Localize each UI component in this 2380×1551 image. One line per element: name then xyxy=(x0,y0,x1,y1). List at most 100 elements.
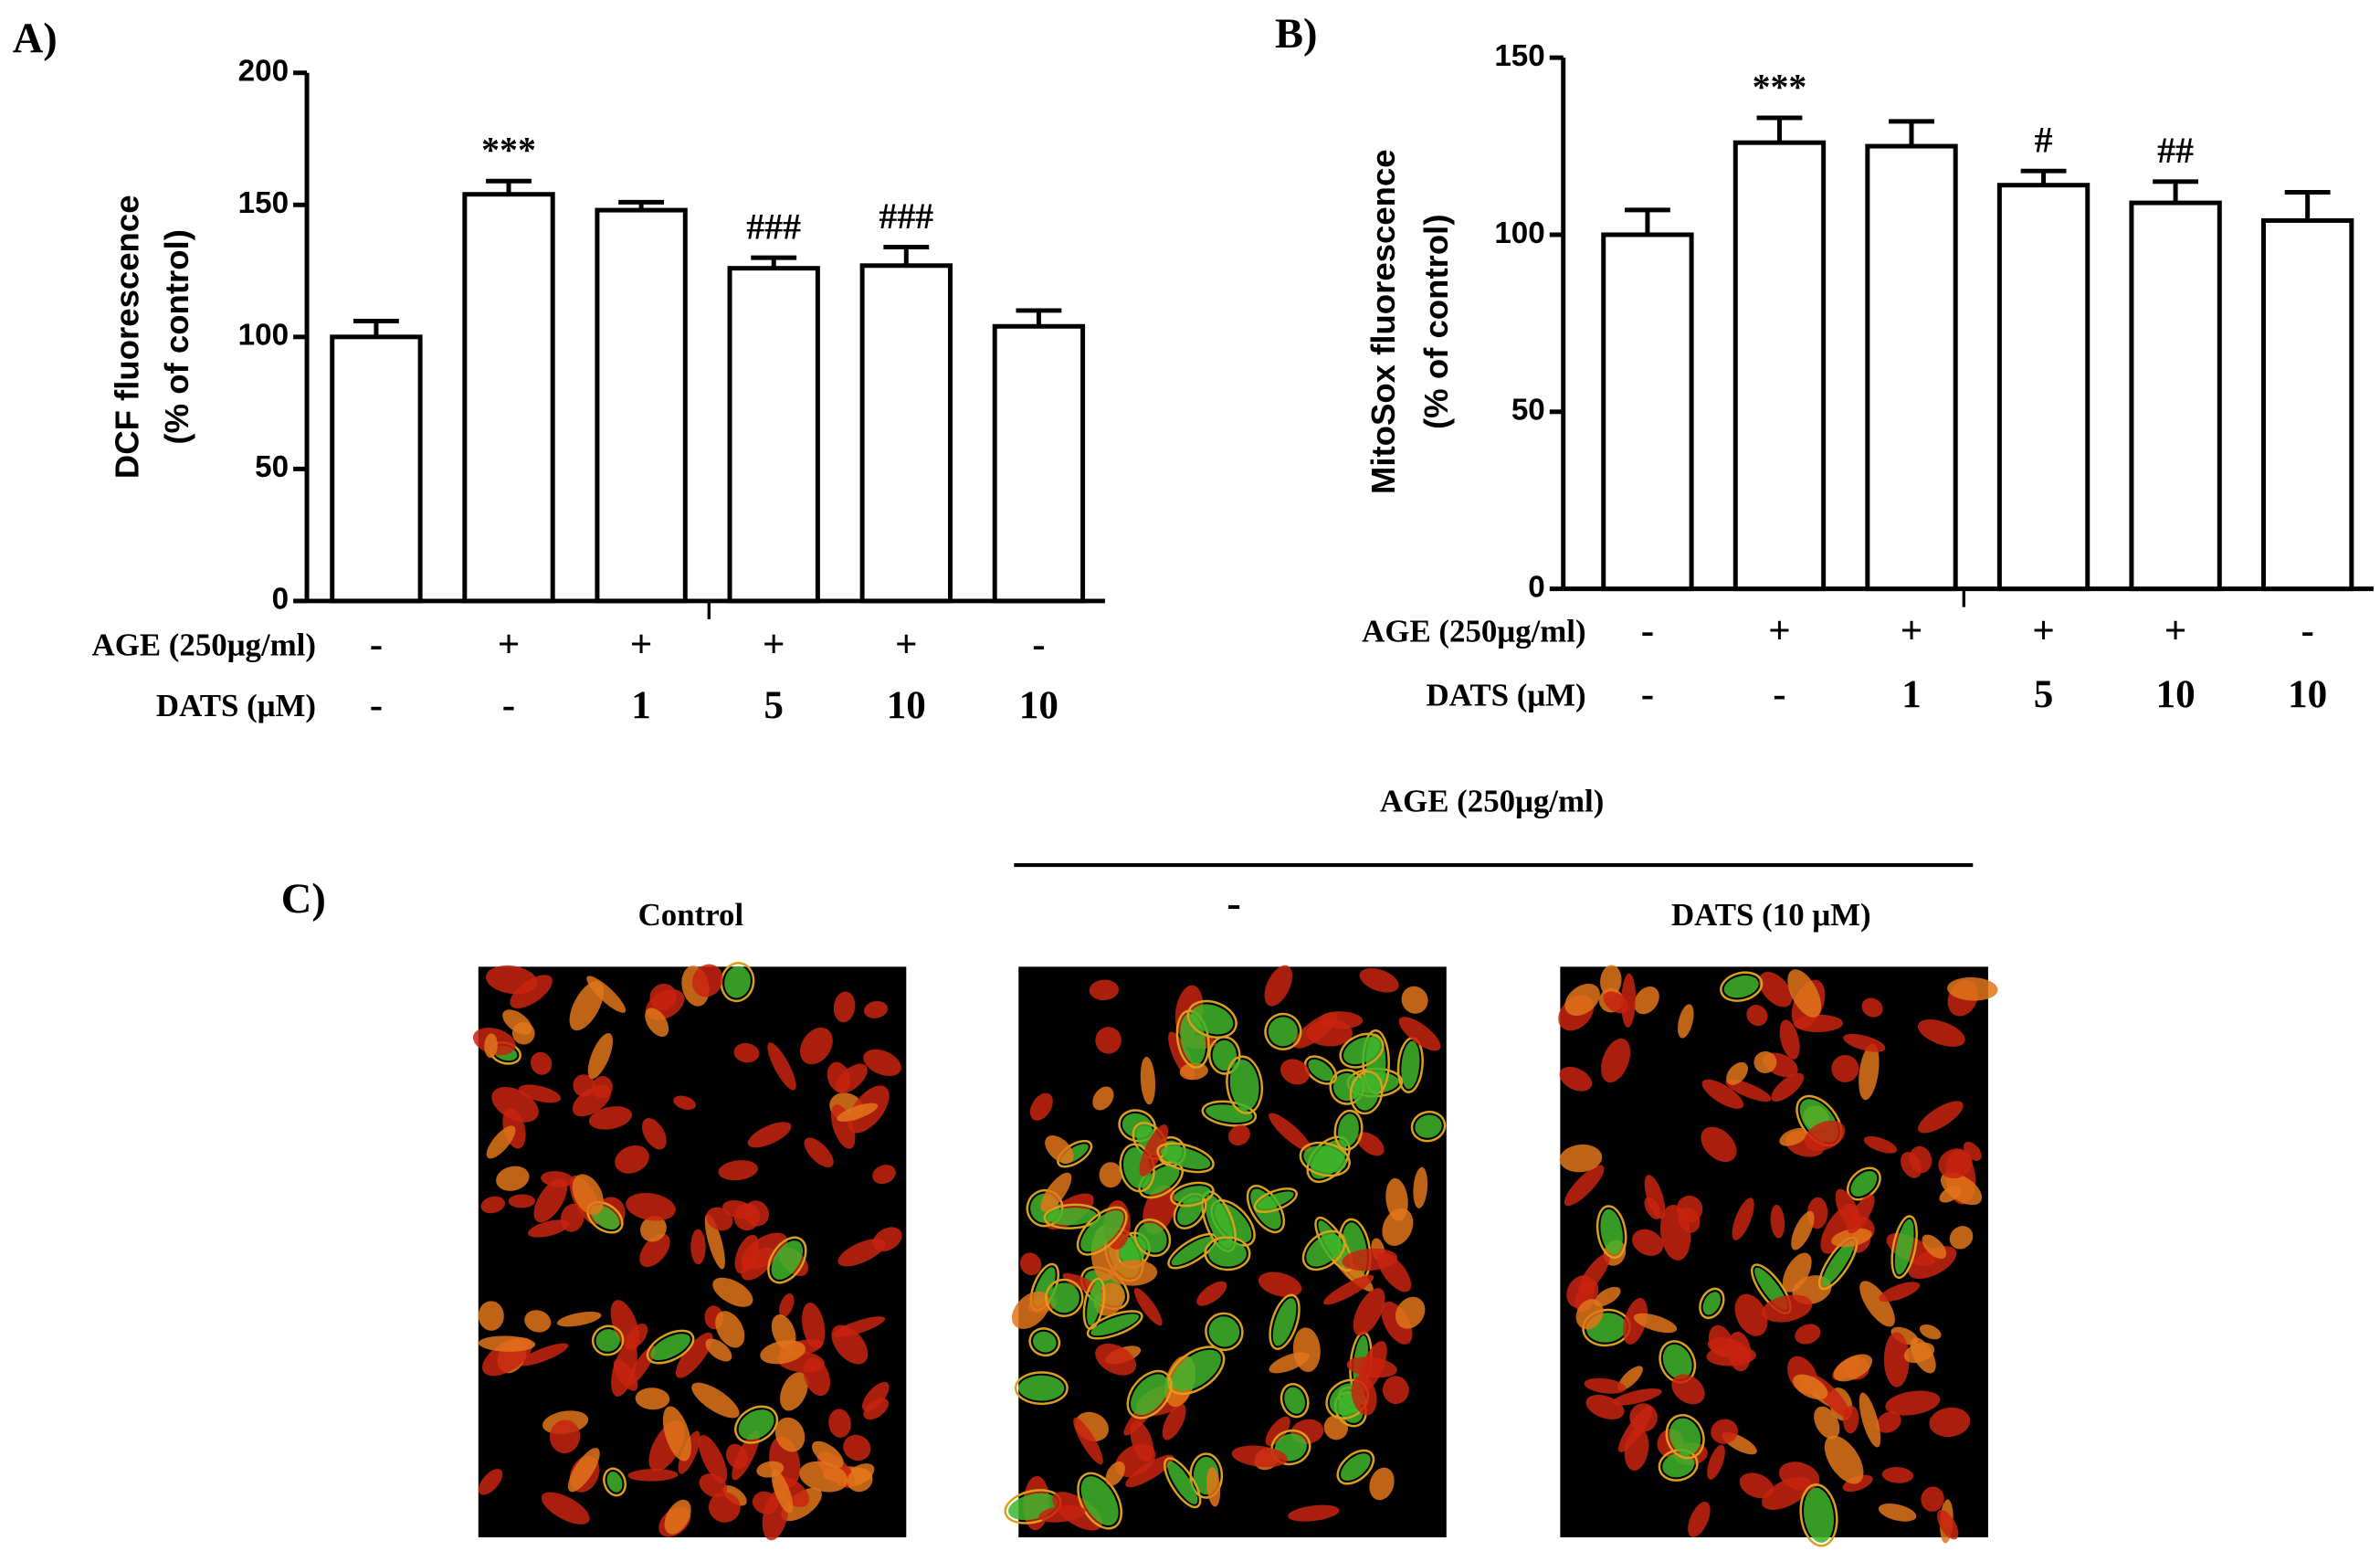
bar xyxy=(992,323,1086,604)
cell xyxy=(747,1122,792,1148)
cell-edge xyxy=(1299,1141,1351,1177)
cell xyxy=(1600,965,1622,997)
cell xyxy=(1284,1387,1305,1414)
cell xyxy=(1125,1454,1174,1488)
cell xyxy=(1011,1291,1050,1329)
image-title: Control xyxy=(638,897,744,933)
cell xyxy=(1821,1240,1855,1287)
cell xyxy=(1559,1066,1593,1092)
cell xyxy=(712,1277,753,1307)
cell xyxy=(863,1000,889,1018)
cell xyxy=(1323,1274,1374,1305)
cell xyxy=(1258,1191,1294,1209)
bar xyxy=(1996,183,2090,592)
cell xyxy=(1885,1390,1941,1416)
cell xyxy=(1206,1104,1253,1124)
cell xyxy=(1258,1271,1302,1298)
row-cell: - xyxy=(1641,609,1654,652)
cell xyxy=(724,965,751,998)
cell xyxy=(1771,1072,1805,1102)
cell xyxy=(1265,1416,1290,1447)
cell xyxy=(1398,1017,1441,1051)
cell xyxy=(1600,1208,1623,1255)
cell xyxy=(733,1203,761,1231)
row-cell: + xyxy=(2164,609,2187,652)
cell xyxy=(1288,1504,1340,1522)
cell xyxy=(1804,1120,1846,1151)
cell xyxy=(725,1443,748,1470)
cell xyxy=(1280,1059,1310,1085)
cell xyxy=(691,964,723,997)
cell xyxy=(872,1165,896,1185)
y-tick-label: 0 xyxy=(1528,570,1544,604)
cell xyxy=(530,1051,553,1075)
cell xyxy=(1080,1210,1124,1252)
row-label: DATS (μM) xyxy=(156,688,316,723)
cell xyxy=(1804,1487,1834,1543)
cell xyxy=(718,1160,759,1181)
y-axis-label: (% of control) xyxy=(1417,214,1455,429)
row-label: DATS (μM) xyxy=(1427,677,1586,712)
cell-edge xyxy=(1410,1110,1447,1143)
cell xyxy=(1073,1417,1103,1465)
cell-edge xyxy=(1264,1012,1302,1050)
cell-edge xyxy=(1720,971,1764,1002)
cell-edge xyxy=(1226,1055,1264,1114)
cell xyxy=(1939,1185,1962,1203)
cell xyxy=(1401,986,1428,1014)
cell xyxy=(627,1469,679,1482)
bar-annotation: ### xyxy=(879,195,933,237)
y-axis-label: MitoSox fluorescence xyxy=(1364,149,1402,494)
cell xyxy=(1095,1343,1137,1376)
cell xyxy=(1678,1207,1701,1233)
bar-annotation: ## xyxy=(2157,130,2194,171)
micrograph xyxy=(472,962,907,1541)
cell-edge xyxy=(1043,1203,1101,1229)
cell-edge xyxy=(1799,1483,1838,1547)
bar xyxy=(330,334,423,604)
cell xyxy=(1338,1113,1359,1147)
cell xyxy=(1861,997,1883,1018)
cell xyxy=(541,1492,590,1525)
row-cell: 1 xyxy=(1901,673,1922,716)
cell xyxy=(1612,1388,1662,1406)
row-cell: 10 xyxy=(2288,673,2327,716)
cell xyxy=(1878,1504,1917,1522)
cell xyxy=(1351,1375,1377,1416)
cell xyxy=(771,1469,794,1514)
cell xyxy=(1272,1298,1297,1346)
cell xyxy=(1770,1204,1785,1239)
cell xyxy=(837,1103,879,1122)
y-tick-label: 100 xyxy=(1494,216,1544,250)
cell xyxy=(1903,1342,1935,1364)
cell-edge xyxy=(1301,1229,1346,1271)
cell-edge xyxy=(1086,1310,1143,1340)
cell xyxy=(1732,1198,1754,1240)
cell xyxy=(1382,1208,1414,1246)
cell-edge xyxy=(1014,1371,1069,1406)
cell xyxy=(767,1042,796,1091)
cell xyxy=(1824,1435,1864,1484)
cell xyxy=(1381,1301,1413,1345)
cell xyxy=(1564,1165,1605,1207)
cell xyxy=(1859,1392,1881,1448)
cell xyxy=(1191,1004,1234,1035)
cell xyxy=(1603,991,1629,1014)
cell xyxy=(640,1216,667,1242)
cell-edge xyxy=(1269,1293,1301,1350)
cell xyxy=(478,1301,504,1331)
cell xyxy=(1048,1208,1097,1226)
cell xyxy=(1688,1501,1711,1537)
cell xyxy=(1140,1056,1156,1105)
cell xyxy=(1342,1248,1398,1271)
cell xyxy=(1879,1282,1921,1303)
row-cell: - xyxy=(502,684,515,727)
cell xyxy=(1671,1374,1705,1405)
cell xyxy=(863,1049,901,1077)
row-cell: 10 xyxy=(887,684,926,727)
cell xyxy=(1564,983,1600,1017)
cell xyxy=(1171,1349,1221,1391)
cell xyxy=(549,1419,581,1454)
micrograph xyxy=(1558,965,1998,1547)
row-cell: + xyxy=(630,623,653,666)
